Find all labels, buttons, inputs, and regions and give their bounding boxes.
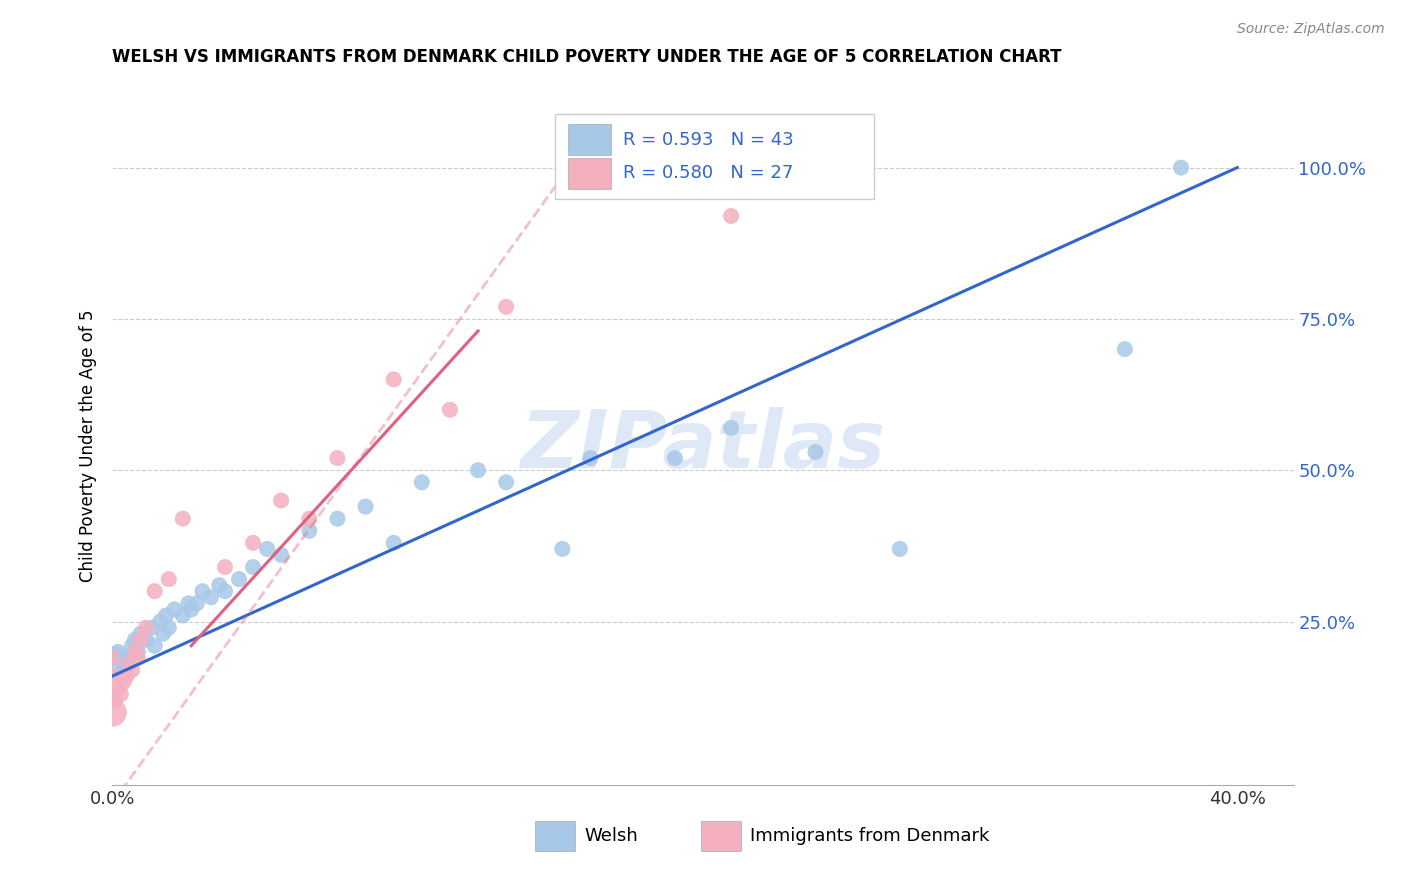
Point (354, 500, 377, 514)
Point (104, 657, 127, 671)
Point (107, 645, 129, 659)
Point (141, 621, 163, 635)
Point (101, 651, 124, 665)
Point (143, 639, 166, 653)
Point (579, 451, 602, 466)
Point (110, 687, 132, 701)
Point (467, 463, 489, 477)
Y-axis label: Child Poverty Under the Age of 5: Child Poverty Under the Age of 5 (79, 310, 97, 582)
Point (115, 651, 138, 665)
Point (112, 675, 135, 690)
Point (720, 421, 742, 435)
FancyBboxPatch shape (700, 821, 741, 851)
Point (172, 511, 194, 525)
Point (124, 645, 146, 659)
Point (208, 578, 231, 592)
Point (242, 536, 264, 550)
FancyBboxPatch shape (536, 821, 575, 851)
Point (495, 475, 517, 490)
Point (495, 300, 517, 314)
Point (124, 632, 146, 647)
Point (101, 706, 124, 720)
Point (382, 372, 405, 386)
FancyBboxPatch shape (568, 158, 610, 189)
Text: ZIPatlas: ZIPatlas (520, 407, 886, 485)
Point (177, 596, 200, 610)
Point (129, 626, 152, 640)
Point (228, 572, 250, 586)
Point (127, 651, 149, 665)
Point (104, 693, 127, 707)
Point (121, 663, 143, 677)
Point (298, 524, 321, 538)
Point (118, 657, 141, 671)
Text: Welsh: Welsh (585, 827, 638, 845)
Point (804, 445, 827, 459)
Point (551, 541, 574, 556)
Text: R = 0.593   N = 43: R = 0.593 N = 43 (623, 130, 793, 149)
Point (298, 511, 321, 525)
Point (143, 584, 166, 599)
Point (214, 584, 236, 599)
Point (326, 451, 349, 466)
Point (157, 621, 180, 635)
Point (101, 669, 124, 683)
Point (382, 536, 405, 550)
Point (149, 615, 172, 629)
Point (200, 591, 222, 605)
Point (186, 596, 208, 610)
Point (664, 451, 686, 466)
Text: WELSH VS IMMIGRANTS FROM DENMARK CHILD POVERTY UNDER THE AGE OF 5 CORRELATION CH: WELSH VS IMMIGRANTS FROM DENMARK CHILD P… (112, 48, 1062, 66)
Point (1114, 342, 1136, 356)
Point (270, 548, 292, 562)
Point (112, 663, 135, 677)
Point (121, 639, 143, 653)
Point (242, 560, 264, 574)
Text: Immigrants from Denmark: Immigrants from Denmark (751, 827, 990, 845)
Point (107, 681, 129, 695)
Point (214, 560, 236, 574)
Point (1170, 161, 1192, 175)
Point (163, 602, 186, 616)
Point (101, 687, 124, 701)
Point (180, 602, 202, 616)
Point (135, 621, 157, 635)
Point (127, 645, 149, 659)
Point (191, 584, 214, 599)
Point (135, 632, 157, 647)
Point (889, 541, 911, 556)
Point (720, 209, 742, 223)
Point (172, 608, 194, 623)
Point (152, 626, 174, 640)
Point (411, 475, 433, 490)
Point (256, 541, 278, 556)
Text: Source: ZipAtlas.com: Source: ZipAtlas.com (1237, 22, 1385, 37)
Point (115, 669, 138, 683)
Point (439, 402, 461, 417)
Point (157, 572, 180, 586)
Text: R = 0.580   N = 27: R = 0.580 N = 27 (623, 164, 793, 183)
Point (155, 608, 177, 623)
FancyBboxPatch shape (568, 124, 610, 155)
Point (270, 493, 292, 508)
FancyBboxPatch shape (555, 114, 875, 199)
Point (129, 632, 152, 647)
Point (326, 511, 349, 525)
